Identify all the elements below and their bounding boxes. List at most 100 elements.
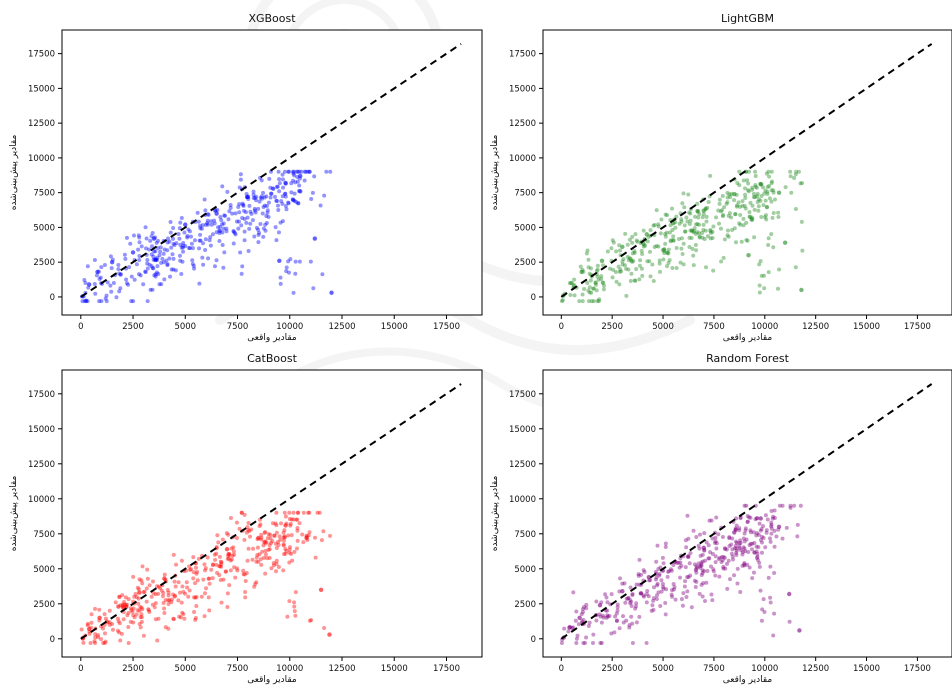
scatter-point: [740, 550, 745, 555]
scatter-point: [670, 227, 675, 232]
scatter-point: [105, 280, 110, 285]
scatter-point: [283, 191, 288, 196]
scatter-point: [254, 559, 259, 564]
scatter-point: [758, 516, 763, 521]
scatter-point: [182, 230, 187, 235]
scatter-point: [109, 266, 114, 271]
scatter-point: [646, 594, 651, 599]
scatter-point: [85, 264, 90, 269]
scatter-point: [244, 530, 249, 535]
scatter-point: [209, 567, 214, 572]
scatter-point: [725, 190, 730, 195]
scatter-point: [595, 299, 600, 304]
scatter-point: [738, 538, 743, 543]
scatter-point: [293, 271, 298, 276]
scatter-point: [154, 257, 159, 262]
scatter-point: [737, 528, 742, 533]
scatter-point: [688, 551, 693, 556]
scatter-point: [759, 534, 764, 539]
scatter-point: [117, 621, 122, 626]
scatter-point: [116, 604, 121, 609]
x-axis-label: مقادیر واقعی: [247, 333, 297, 343]
scatter-point: [641, 244, 646, 249]
scatter-point: [247, 528, 252, 533]
scatter-point: [203, 222, 208, 227]
scatter-point: [693, 231, 698, 236]
scatter-point: [800, 248, 805, 253]
x-tick-label: 17500: [433, 322, 460, 332]
scatter-point: [266, 215, 271, 220]
scatter-point: [257, 524, 262, 529]
scatter-point: [789, 190, 794, 195]
scatter-point: [615, 605, 620, 610]
scatter-point: [752, 207, 757, 212]
scatter-point: [709, 230, 714, 235]
scatter-point: [253, 581, 258, 586]
scatter-point: [708, 229, 713, 234]
scatter-point: [769, 508, 774, 513]
scatter-point: [772, 515, 777, 520]
scatter-point: [753, 517, 758, 522]
y-tick-label: 10000: [28, 154, 55, 164]
scatter-point: [762, 286, 767, 291]
scatter-point: [179, 216, 184, 221]
scatter-point: [287, 547, 292, 552]
scatter-point: [228, 202, 233, 207]
y-tick-label: 7500: [514, 530, 536, 540]
scatter-point: [290, 197, 295, 202]
scatter-point: [734, 550, 739, 555]
scatter-point: [759, 618, 764, 623]
scatter-point: [258, 222, 263, 227]
scatter-point: [155, 584, 160, 589]
scatter-point: [796, 169, 801, 174]
scatter-point: [281, 538, 286, 543]
scatter-point: [270, 521, 275, 526]
scatter-point: [124, 277, 129, 282]
scatter-point: [704, 214, 709, 219]
scatter-point: [126, 597, 131, 602]
scatter-point: [266, 547, 271, 552]
scatter-point: [280, 194, 285, 199]
scatter-point: [747, 210, 752, 215]
scatter-point: [777, 267, 782, 272]
scatter-point: [160, 256, 165, 261]
scatter-point: [147, 247, 152, 252]
scatter-point: [118, 638, 123, 643]
scatter-point: [297, 259, 302, 264]
x-tick-label: 10000: [276, 322, 303, 332]
scatter-point: [720, 193, 725, 198]
scatter-point: [655, 581, 660, 586]
scatter-point: [664, 213, 669, 218]
scatter-point: [107, 620, 112, 625]
scatter-point: [589, 290, 594, 295]
scatter-point: [632, 250, 637, 255]
scatter-point: [232, 552, 237, 557]
scatter-point: [285, 614, 290, 619]
scatter-point: [97, 299, 102, 304]
scatter-point: [258, 557, 263, 562]
scatter-point: [655, 583, 660, 588]
scatter-point: [153, 272, 158, 277]
scatter-point: [287, 550, 292, 555]
scatter-point: [146, 607, 151, 612]
scatter-point: [179, 558, 184, 563]
scatter-point: [228, 568, 233, 573]
scatter-point: [588, 266, 593, 271]
scatter-point: [672, 585, 677, 590]
scatter-point: [788, 174, 793, 179]
scatter-point: [307, 510, 312, 515]
scatter-point: [708, 236, 713, 241]
scatter-point: [669, 238, 674, 243]
scatter-point: [125, 613, 130, 618]
scatter-point: [207, 608, 212, 613]
scatter-point: [703, 228, 708, 233]
scatter-point: [166, 602, 171, 607]
scatter-point: [586, 288, 591, 293]
scatter-point: [640, 251, 645, 256]
scatter-point: [291, 510, 296, 515]
scatter-point: [612, 630, 617, 635]
scatter-point: [630, 240, 635, 245]
scatter-point: [92, 281, 97, 286]
scatter-point: [137, 240, 142, 245]
